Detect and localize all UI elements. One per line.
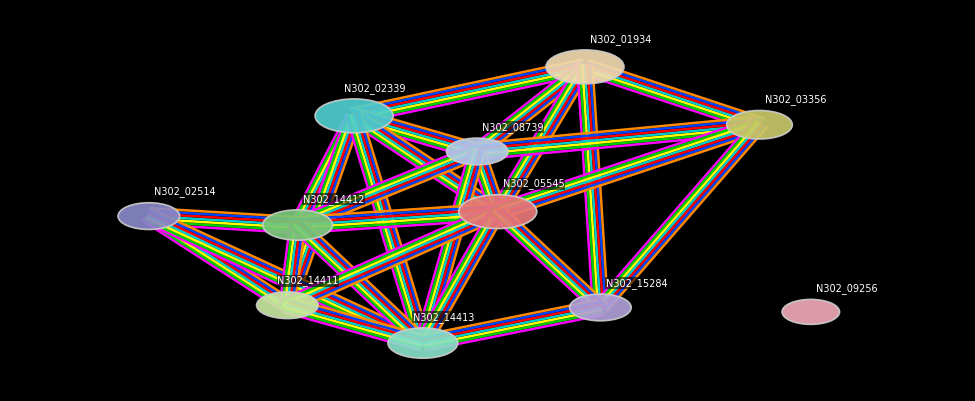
Circle shape [388, 328, 457, 358]
Text: N302_03356: N302_03356 [764, 94, 826, 105]
Text: N302_01934: N302_01934 [590, 34, 651, 45]
Circle shape [315, 99, 393, 133]
Text: N302_02339: N302_02339 [344, 83, 406, 93]
Text: N302_14412: N302_14412 [303, 194, 365, 205]
Circle shape [569, 294, 631, 321]
Circle shape [459, 195, 537, 229]
Text: N302_15284: N302_15284 [605, 278, 667, 289]
Text: N302_09256: N302_09256 [816, 283, 878, 294]
Circle shape [256, 292, 318, 318]
Text: N302_05545: N302_05545 [503, 178, 565, 189]
Circle shape [726, 111, 793, 139]
Circle shape [447, 138, 508, 165]
Circle shape [118, 203, 179, 229]
Text: N302_14413: N302_14413 [412, 312, 474, 322]
Text: N302_08739: N302_08739 [483, 122, 544, 133]
Circle shape [546, 50, 624, 84]
Text: N302_14411: N302_14411 [277, 275, 338, 286]
Circle shape [262, 210, 332, 240]
Circle shape [782, 300, 839, 324]
Text: N302_02514: N302_02514 [154, 186, 215, 197]
